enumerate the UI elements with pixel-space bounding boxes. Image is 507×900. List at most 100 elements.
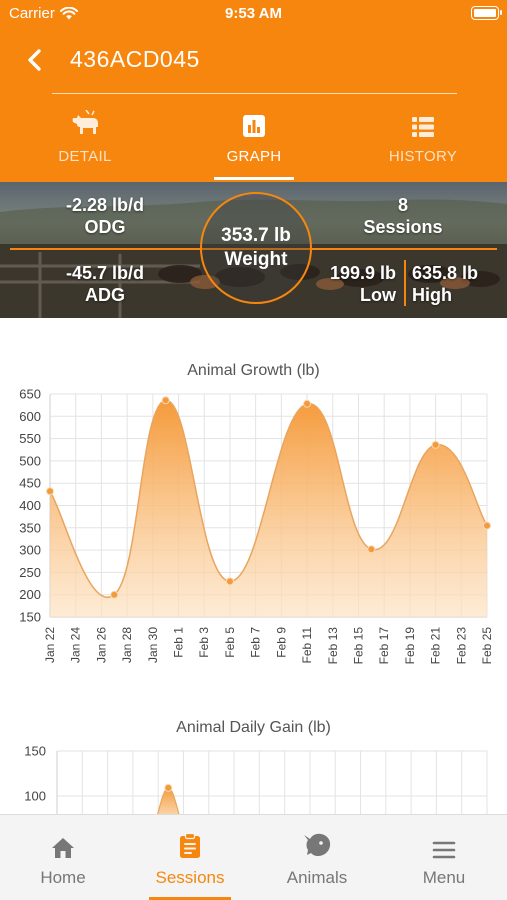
battery-icon (471, 6, 502, 20)
weight-value: 353.7 lb (221, 225, 291, 246)
high-label: High (412, 285, 452, 305)
x-tick-label: Feb 3 (197, 627, 211, 658)
x-tick-label: Feb 25 (480, 627, 494, 665)
wifi-icon (59, 7, 78, 20)
growth-chart: 150 200 250 300 350 400 450 500 550 600 650 Jan 22 J… (19, 387, 494, 665)
title-divider (52, 93, 457, 94)
nav-menu-label: Menu (422, 868, 466, 887)
x-tick-label: Feb 17 (377, 627, 391, 665)
tab-graph[interactable]: GRAPH (189, 104, 319, 182)
bar-chart-icon (243, 115, 265, 137)
weight-ring: 353.7 lb Weight (200, 192, 312, 304)
odg-value: -2.28 lb/d (65, 195, 145, 215)
high-value: 635.8 lb (412, 263, 479, 283)
tab-detail[interactable]: DETAIL (20, 104, 150, 182)
x-tick-label: Jan 28 (120, 627, 134, 663)
carrier-label: Carrier (9, 5, 55, 22)
growth-chart-title: Animal Growth (lb) (187, 362, 320, 379)
data-point (367, 545, 376, 554)
y-tick-label: 300 (19, 543, 41, 558)
nav-home[interactable]: Home (0, 815, 126, 900)
adg-label: ADG (85, 285, 125, 305)
sessions-label: Sessions (363, 217, 443, 237)
high-stat: 635.8 lb High (412, 262, 502, 306)
weight-label: Weight (224, 249, 288, 270)
y-tick-label: 150 (24, 744, 46, 759)
low-label: Low (360, 285, 396, 305)
app-header: Carrier 9:53 AM 436ACD045 (0, 0, 507, 182)
page-title: 436ACD045 (70, 46, 200, 72)
adg-value: -45.7 lb/d (65, 263, 145, 283)
nav-sessions[interactable]: Sessions (127, 815, 253, 900)
x-tick-label: Feb 9 (274, 627, 288, 658)
stats-banner: -2.28 lb/d ODG 8 Sessions -45.7 lb/d ADG… (0, 182, 507, 318)
series-line (49, 399, 488, 599)
nav-animals[interactable]: Animals (254, 815, 380, 900)
nav-menu[interactable]: Menu (381, 815, 507, 900)
x-tick-label: Jan 22 (43, 627, 57, 663)
daily-gain-chart-title: Animal Daily Gain (lb) (176, 719, 331, 736)
nav-animals-label: Animals (286, 868, 348, 887)
x-tick-label: Jan 24 (69, 627, 83, 663)
y-tick-label: 500 (19, 453, 41, 468)
low-stat: 199.9 lb Low (306, 262, 396, 306)
x-tick-label: Feb 11 (300, 627, 314, 664)
bottom-nav: Home Sessions Animals (0, 814, 507, 900)
tab-history-label: HISTORY (388, 148, 458, 165)
data-point (483, 521, 491, 530)
tab-history[interactable]: HISTORY (358, 104, 488, 182)
list-icon (412, 117, 434, 137)
y-tick-label: 650 (19, 387, 41, 402)
sessions-stat: 8 Sessions (330, 194, 476, 238)
x-tick-label: Feb 13 (326, 627, 340, 665)
back-chevron-icon[interactable] (22, 46, 50, 74)
x-tick-label: Jan 30 (146, 627, 160, 663)
y-tick-label: 400 (19, 498, 41, 513)
tab-bar: DETAIL GRAPH (0, 104, 507, 182)
data-point (110, 590, 119, 599)
title-bar: 436ACD045 (0, 40, 507, 80)
odg-stat: -2.28 lb/d ODG (30, 194, 180, 238)
data-point (225, 577, 234, 586)
carrier-indicator: Carrier (9, 5, 78, 22)
y-tick-label: 550 (19, 431, 41, 446)
x-tick-label: Feb 15 (351, 627, 365, 665)
clipboard-icon (180, 833, 200, 858)
home-icon (52, 838, 74, 858)
y-tick-label: 100 (24, 789, 46, 804)
animal-head-icon (304, 833, 331, 856)
x-tick-label: Feb 19 (403, 627, 417, 665)
nav-sessions-label: Sessions (155, 868, 225, 887)
y-tick-label: 200 (19, 587, 41, 602)
data-point (164, 783, 173, 792)
status-bar: Carrier 9:53 AM (0, 0, 507, 28)
tab-graph-label: GRAPH (226, 148, 282, 165)
adg-stat: -45.7 lb/d ADG (30, 262, 180, 306)
y-tick-label: 450 (19, 476, 41, 491)
x-tick-label: Feb 23 (454, 627, 468, 665)
data-point (431, 440, 440, 449)
series-area (50, 400, 487, 617)
x-tick-label: Feb 5 (223, 627, 237, 658)
x-tick-label: Feb 21 (429, 627, 443, 665)
cattle-icon (72, 110, 98, 134)
sessions-value: 8 (397, 195, 408, 215)
low-value: 199.9 lb (329, 263, 396, 283)
data-point (46, 487, 54, 496)
low-high-divider (404, 260, 406, 306)
hamburger-menu-icon (432, 841, 456, 859)
tab-detail-label: DETAIL (58, 148, 112, 165)
data-point (161, 396, 170, 405)
clock: 9:53 AM (225, 5, 282, 22)
y-tick-label: 350 (19, 520, 41, 535)
x-tick-label: Feb 7 (249, 627, 263, 658)
x-tick-label: Feb 1 (172, 627, 186, 658)
y-tick-label: 150 (19, 610, 41, 625)
odg-label: ODG (84, 217, 126, 237)
nav-home-label: Home (40, 868, 86, 887)
x-tick-label: Jan 26 (94, 627, 108, 663)
y-tick-label: 600 (19, 409, 41, 424)
data-point (303, 399, 312, 408)
y-tick-label: 250 (19, 565, 41, 580)
